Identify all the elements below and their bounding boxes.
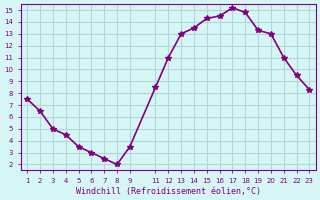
- X-axis label: Windchill (Refroidissement éolien,°C): Windchill (Refroidissement éolien,°C): [76, 187, 261, 196]
